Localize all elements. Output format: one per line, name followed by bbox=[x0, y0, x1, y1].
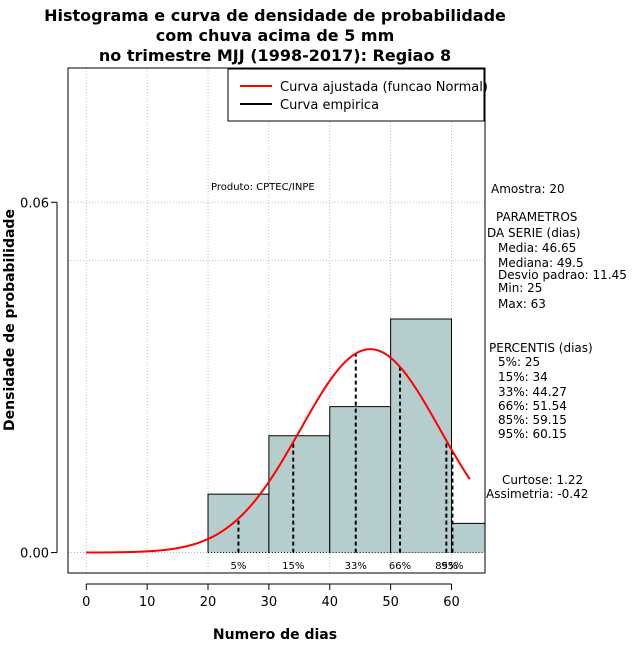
y-axis-label: Densidade de probabilidade bbox=[2, 209, 18, 431]
x-tick-label-50: 50 bbox=[382, 595, 399, 610]
legend-box bbox=[227, 68, 485, 122]
percentile-label-4: 85% bbox=[435, 561, 457, 572]
product-note: Produto: CPTEC/INPE bbox=[211, 182, 315, 193]
x-tick-label-0: 0 bbox=[82, 595, 90, 610]
histogram-bar-1 bbox=[268, 435, 330, 553]
pctl-95: 95%: 60.15 bbox=[498, 427, 567, 441]
legend-label-empirical: Curva empirica bbox=[280, 98, 379, 113]
stat-kurtosis: Curtose: 1.22 bbox=[502, 473, 583, 487]
histogram-bar-2 bbox=[329, 406, 391, 553]
legend: Curva ajustada (funcao Normal) Curva emp… bbox=[227, 68, 488, 122]
percentile-label-2: 33% bbox=[345, 561, 367, 572]
plot-frame bbox=[67, 67, 486, 574]
stat-max: Max: 63 bbox=[498, 297, 546, 311]
x-tick-label-20: 20 bbox=[200, 595, 217, 610]
y-tick-label-1: 0.06 bbox=[20, 196, 49, 211]
normal-curve-layer bbox=[86, 348, 471, 554]
y-tick-label-0: 0.00 bbox=[20, 547, 49, 562]
pctl-33: 33%: 44.27 bbox=[498, 385, 567, 399]
pctl-5: 5%: 25 bbox=[498, 355, 540, 369]
title-line-1: Histograma e curva de densidade de proba… bbox=[44, 6, 506, 25]
stats-panel: Amostra: 20 PARAMETROS DA SERIE (dias) M… bbox=[486, 182, 627, 501]
stat-min: Min: 25 bbox=[498, 281, 542, 295]
stat-median: Mediana: 49.5 bbox=[498, 256, 584, 270]
x-tick-label-60: 60 bbox=[443, 595, 460, 610]
title-line-3: no trimestre MJJ (1998-2017): Regiao 8 bbox=[99, 46, 451, 65]
pctl-15: 15%: 34 bbox=[498, 370, 548, 384]
x-axis-label: Numero de dias bbox=[213, 627, 337, 643]
y-axis: 0.00 0.06 bbox=[20, 196, 58, 562]
stat-sample: Amostra: 20 bbox=[491, 182, 565, 196]
x-tick-label-40: 40 bbox=[321, 595, 338, 610]
percentile-label-0: 5% bbox=[231, 561, 247, 572]
x-tick-label-30: 30 bbox=[261, 595, 278, 610]
percentile-labels: 5% 15% 33% 66% 85%95% bbox=[231, 561, 464, 572]
pctl-85: 85%: 59.15 bbox=[498, 413, 567, 427]
percentile-label-3: 66% bbox=[389, 561, 411, 572]
histogram-bar-outline-3 bbox=[390, 318, 453, 553]
percentile-lines bbox=[237, 353, 454, 553]
chart-title: Histograma e curva de densidade de proba… bbox=[44, 6, 506, 65]
stat-sd: Desvio padrao: 11.45 bbox=[498, 268, 627, 282]
pctl-66: 66%: 51.54 bbox=[498, 399, 567, 413]
stat-params-heading: PARAMETROS bbox=[496, 210, 577, 224]
x-axis: 0 10 20 30 40 50 60 bbox=[82, 583, 460, 610]
pctl-heading: PERCENTIS (dias) bbox=[489, 341, 593, 355]
legend-label-fitted: Curva ajustada (funcao Normal) bbox=[280, 80, 488, 95]
stat-params-subheading: DA SERIE (dias) bbox=[487, 226, 580, 240]
x-tick-label-10: 10 bbox=[139, 595, 156, 610]
normal-curve bbox=[86, 348, 471, 554]
stat-skewness: Assimetria: -0.42 bbox=[486, 487, 588, 501]
histogram-bar-4 bbox=[451, 523, 485, 553]
stat-mean: Media: 46.65 bbox=[498, 241, 576, 255]
percentile-label-1: 15% bbox=[282, 561, 304, 572]
title-line-2: com chuva acima de 5 mm bbox=[156, 26, 395, 45]
percentile-label-5: 95% bbox=[441, 561, 463, 572]
